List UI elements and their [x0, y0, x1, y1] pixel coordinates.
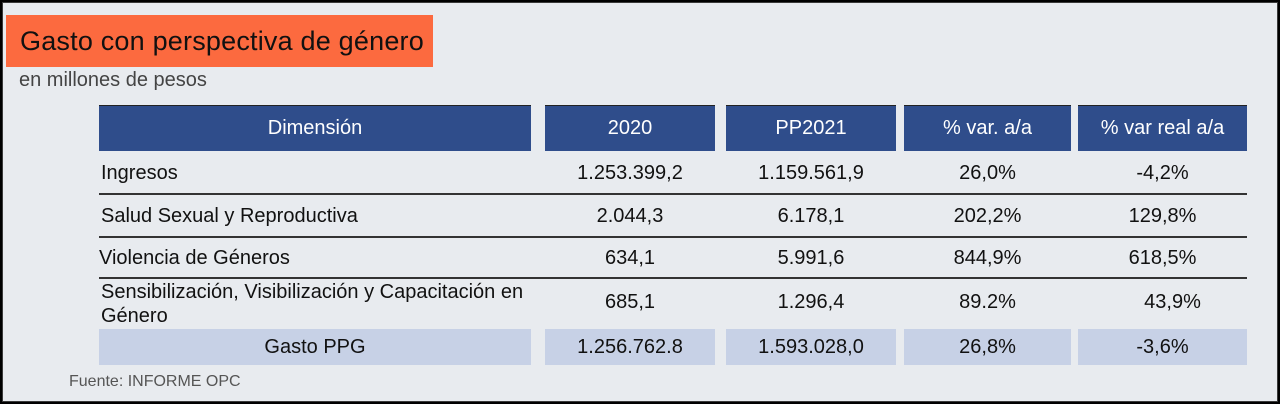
header-var-real: % var real a/a [1078, 105, 1247, 151]
row-pp2021: 1.296,4 [777, 290, 845, 313]
row-label: Salud Sexual y Reproductiva [101, 204, 358, 227]
total-label: Gasto PPG [99, 329, 531, 365]
chart-title: Gasto con perspectiva de género [6, 15, 433, 67]
header-2020: 2020 [545, 105, 715, 151]
row-divider [99, 193, 1247, 195]
header-pp2021: PP2021 [726, 105, 896, 151]
row-divider [99, 277, 1247, 279]
total-2020: 1.256.762.8 [545, 329, 715, 365]
chart-subtitle: en millones de pesos [19, 69, 207, 91]
row-var-real: -4,2% [1136, 161, 1189, 184]
total-pp2021: 1.593.028,0 [726, 329, 896, 365]
row-pp2021: 1.159.561,9 [758, 161, 864, 184]
row-var-real: 129,8% [1128, 204, 1197, 227]
row-var: 844,9% [953, 246, 1022, 269]
row-var: 89.2% [959, 290, 1016, 313]
row-label: Sensibilización, Visibilización y Capaci… [101, 281, 524, 327]
row-var-real: 618,5% [1128, 246, 1197, 269]
row-2020: 685,1 [604, 290, 656, 313]
row-pp2021: 5.991,6 [777, 246, 845, 269]
row-pp2021: 6.178,1 [777, 204, 845, 227]
total-var: 26,8% [904, 329, 1071, 365]
total-var-real: -3,6% [1078, 329, 1247, 365]
row-label: Ingresos [101, 161, 178, 184]
row-var-real: 43,9% [1144, 290, 1201, 313]
row-2020: 634,1 [604, 246, 656, 269]
row-divider [99, 236, 1247, 238]
row-2020: 1.253.399,2 [577, 161, 683, 184]
header-dimension: Dimensión [99, 105, 531, 151]
row-var: 26,0% [959, 161, 1016, 184]
header-var: % var. a/a [904, 105, 1071, 151]
row-var: 202,2% [953, 204, 1022, 227]
row-label: Violencia de Géneros [99, 246, 290, 269]
row-2020: 2.044,3 [596, 204, 664, 227]
source-note: Fuente: INFORME OPC [69, 373, 241, 390]
